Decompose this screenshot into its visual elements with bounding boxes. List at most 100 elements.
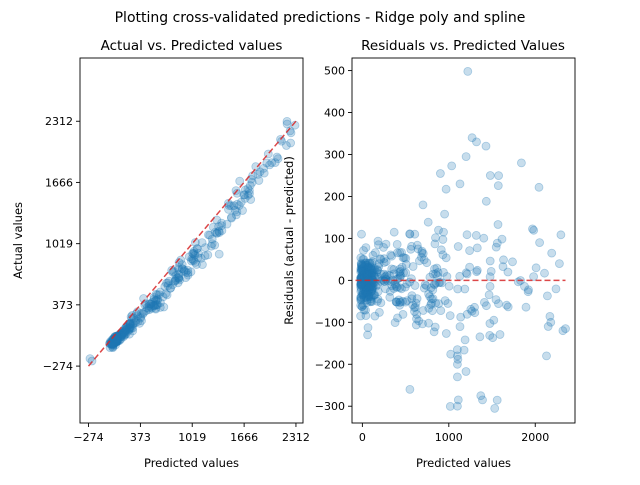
scatter-point: [365, 268, 374, 277]
scatter-point: [373, 274, 383, 284]
scatter-point: [356, 267, 366, 277]
scatter-point: [435, 277, 445, 287]
scatter-point: [411, 320, 421, 330]
scatter-point: [144, 299, 154, 309]
scatter-point: [120, 330, 130, 340]
scatter-point: [360, 272, 370, 282]
scatter-point: [362, 268, 372, 277]
scatter-point: [389, 284, 399, 293]
scatter-point: [358, 266, 368, 276]
panel-residuals-vs-predicted: Residuals vs. Predicted Values 0 1000 2000…: [282, 38, 576, 470]
scatter-point: [116, 331, 126, 341]
scatter-point: [151, 295, 161, 305]
scatter-point: [358, 300, 368, 310]
scatter-point: [363, 266, 373, 276]
scatter-point: [365, 268, 375, 278]
scatter-point: [360, 288, 370, 298]
scatter-point: [146, 302, 156, 312]
scatter-point: [407, 291, 417, 301]
scatter-point: [281, 141, 291, 150]
y-tick-label: −200: [315, 358, 345, 371]
scatter-point: [226, 212, 236, 222]
scatter-point: [446, 349, 456, 359]
scatter-point: [359, 272, 369, 282]
scatter-point: [429, 279, 439, 289]
x-tick-label: 0: [359, 431, 366, 444]
scatter-point: [442, 272, 452, 281]
scatter-point: [112, 336, 122, 346]
left-chart-title: Actual vs. Predicted values: [101, 38, 283, 54]
scatter-point: [418, 319, 427, 329]
scatter-point: [465, 262, 475, 272]
scatter-point: [149, 293, 159, 302]
scatter-point: [479, 297, 489, 307]
scatter-point: [117, 328, 127, 338]
scatter-point: [357, 263, 367, 273]
scatter-point: [366, 262, 376, 272]
scatter-point: [440, 209, 450, 219]
scatter-point: [112, 331, 122, 341]
scatter-point: [229, 201, 239, 211]
scatter-point: [405, 229, 415, 239]
scatter-point: [126, 323, 136, 333]
scatter-point: [368, 282, 378, 292]
scatter-point: [412, 240, 422, 250]
scatter-point: [356, 260, 366, 270]
scatter-point: [370, 264, 380, 274]
scatter-point: [410, 302, 420, 312]
scatter-point: [155, 287, 165, 297]
scatter-point: [111, 336, 121, 345]
scatter-point: [117, 330, 127, 340]
scatter-point: [153, 295, 163, 305]
scatter-point: [115, 335, 125, 345]
scatter-point: [357, 264, 367, 274]
scatter-point: [197, 260, 207, 270]
scatter-point: [389, 265, 399, 274]
scatter-point: [148, 301, 158, 311]
scatter-point: [461, 367, 471, 376]
scatter-point: [135, 318, 145, 328]
scatter-point: [136, 313, 146, 323]
scatter-point: [546, 317, 556, 327]
scatter-point: [110, 332, 120, 342]
scatter-point: [485, 171, 495, 180]
scatter-point: [529, 225, 539, 235]
scatter-point: [108, 343, 118, 353]
scatter-point: [366, 263, 376, 273]
scatter-point: [401, 297, 410, 307]
scatter-point: [392, 282, 402, 292]
left-x-axis-label: Predicted values: [144, 456, 239, 470]
scatter-point: [366, 264, 376, 274]
scatter-point: [558, 326, 568, 336]
scatter-point: [107, 339, 117, 349]
scatter-point: [361, 260, 371, 270]
scatter-point: [427, 294, 436, 304]
scatter-point: [551, 284, 561, 294]
scatter-point: [120, 326, 130, 336]
scatter-point: [356, 259, 366, 269]
scatter-point: [521, 302, 531, 312]
y-tick-label: 400: [324, 107, 345, 120]
scatter-point: [356, 273, 366, 282]
scatter-point: [492, 395, 502, 405]
scatter-point: [359, 285, 369, 295]
scatter-point: [542, 351, 551, 361]
scatter-point: [253, 169, 263, 179]
scatter-point: [376, 254, 385, 264]
scatter-point: [364, 283, 374, 293]
scatter-point: [461, 152, 471, 162]
scatter-point: [362, 281, 372, 291]
scatter-point: [265, 160, 275, 170]
scatter-point: [361, 305, 370, 315]
scatter-point: [366, 269, 376, 279]
scatter-point: [161, 278, 171, 288]
scatter-point: [486, 266, 496, 276]
scatter-point: [282, 119, 292, 129]
y-tick-label: 500: [324, 65, 345, 78]
scatter-point: [122, 325, 131, 335]
scatter-point: [408, 300, 418, 310]
scatter-point: [380, 284, 390, 294]
scatter-point: [362, 270, 372, 280]
scatter-point: [367, 284, 377, 294]
scatter-point: [392, 248, 402, 258]
